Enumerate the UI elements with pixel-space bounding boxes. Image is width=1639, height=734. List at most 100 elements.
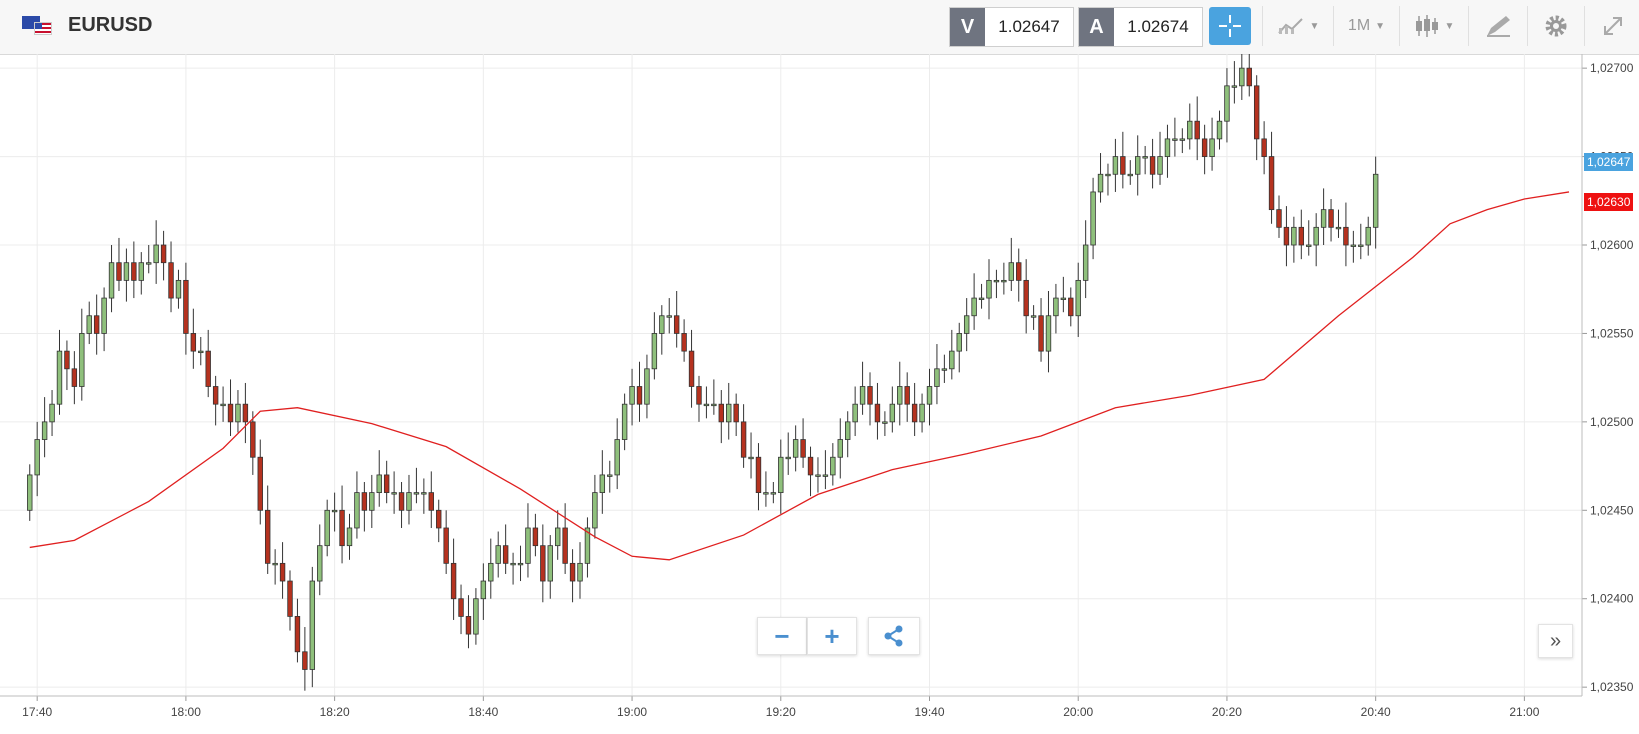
scroll-right-button[interactable]: » [1538, 624, 1573, 658]
candle-up [1060, 297, 1067, 300]
candle-down [436, 509, 442, 529]
chevron-down-icon: ▼ [1375, 20, 1386, 32]
candle-down [71, 368, 78, 387]
candle-down [1194, 120, 1200, 140]
timeframe-button[interactable]: 1M ▼ [1333, 6, 1399, 46]
candle-up [1001, 279, 1007, 283]
bid-quote[interactable]: V 1.02647 [949, 7, 1074, 47]
candle-up [1350, 244, 1357, 247]
bid-price-tag: 1,02647 [1584, 152, 1634, 171]
share-button[interactable] [868, 617, 920, 655]
y-tick-label: 1,02450 [1590, 503, 1634, 517]
candle-up [391, 492, 397, 495]
ask-quote[interactable]: A 1.02674 [1078, 7, 1203, 47]
candle-down [740, 421, 747, 458]
zoom-out-button[interactable]: − [757, 617, 807, 655]
candle-up [949, 350, 955, 370]
candle-down [398, 492, 405, 511]
candle-up [934, 368, 940, 387]
candle-down [688, 350, 695, 387]
candle-up [1224, 85, 1230, 122]
candle-down [807, 456, 814, 476]
candle-up [309, 580, 316, 670]
candle-up [473, 598, 479, 635]
candle-up [517, 562, 524, 566]
timeframe-label: 1M [1347, 17, 1371, 34]
candle-up [547, 545, 553, 582]
candle-up [108, 262, 115, 299]
candle-down [502, 545, 509, 564]
candle-up [644, 368, 650, 405]
candle-down [673, 315, 680, 334]
candle-down [562, 527, 568, 564]
candle-up [1291, 226, 1297, 246]
candle-up [852, 403, 858, 423]
crosshair-button[interactable] [1209, 7, 1251, 45]
candle-up [1008, 262, 1015, 281]
zoom-in-button[interactable]: + [807, 617, 857, 655]
candle-up [629, 386, 635, 405]
candle-up [882, 421, 888, 424]
candle-down [733, 403, 739, 423]
candle-up [666, 315, 672, 318]
candle-up [1105, 173, 1111, 177]
candle-down [1261, 138, 1267, 157]
candle-up [919, 403, 925, 423]
candle-down [1268, 156, 1275, 211]
candle-down [1149, 156, 1156, 175]
gear-icon [1545, 15, 1567, 37]
candle-up [711, 403, 717, 407]
candle-up [986, 279, 992, 299]
x-tick-label: 18:00 [171, 705, 201, 719]
candle-up [317, 545, 323, 582]
candle-down [361, 492, 368, 511]
candle-down [681, 333, 687, 352]
candle-down [874, 403, 881, 423]
candle-down [339, 509, 345, 547]
candle-down [540, 545, 546, 582]
chart-canvas[interactable]: 1,027001,026501,026001,025501,025001,024… [0, 46, 1639, 729]
price-chart[interactable]: 1,027001,026501,026001,025501,025001,024… [0, 46, 1639, 729]
candle-up [79, 333, 85, 387]
candle-up [1335, 226, 1342, 230]
candle-up [49, 403, 55, 423]
candle-down [294, 616, 301, 653]
candle-up [978, 297, 985, 300]
candlestick-icon [1415, 15, 1438, 37]
candle-down [1283, 226, 1290, 246]
symbol-name: EURUSD [68, 14, 153, 36]
y-tick-label: 1,02550 [1590, 326, 1634, 340]
candle-up [763, 492, 769, 495]
candle-up [1179, 138, 1186, 141]
candle-up [1135, 156, 1141, 175]
candle-up [369, 492, 375, 511]
candle-up [123, 262, 130, 281]
chevron-down-icon: ▼ [1444, 20, 1455, 32]
candle-down [458, 598, 464, 617]
candle-up [748, 456, 754, 460]
chart-type-icon [1277, 18, 1303, 34]
candle-up [86, 315, 92, 334]
y-tick-label: 1,02700 [1590, 61, 1634, 75]
x-tick-label: 19:00 [617, 705, 647, 719]
candlestick-button[interactable]: ▼ [1399, 6, 1468, 46]
drawing-tool-icon [1487, 16, 1510, 37]
candle-down [636, 386, 643, 405]
candle-up [1172, 138, 1178, 141]
candle-up [1112, 156, 1119, 175]
candle-down [569, 562, 576, 582]
candle-down [93, 315, 100, 334]
chart-type-button[interactable]: ▼ [1262, 6, 1333, 46]
drawing-tools-button[interactable] [1468, 6, 1527, 46]
fullscreen-button[interactable] [1584, 6, 1639, 46]
x-tick-label: 18:40 [468, 705, 498, 719]
x-tick-label: 17:40 [22, 705, 52, 719]
settings-button[interactable] [1527, 6, 1584, 46]
y-tick-label: 1,02350 [1590, 680, 1634, 694]
candle-down [264, 509, 271, 564]
symbol-selector[interactable]: EURUSD [22, 14, 152, 37]
candle-up [971, 297, 977, 317]
x-tick-label: 20:00 [1063, 705, 1093, 719]
candle-up [1164, 138, 1171, 157]
candle-up [488, 562, 494, 582]
